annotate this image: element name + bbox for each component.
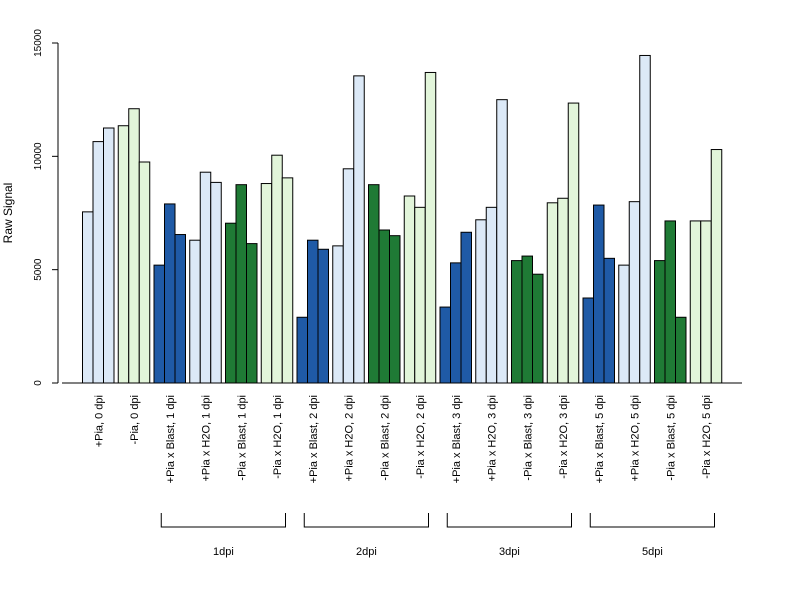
x-tick-label: +Pia x Blast, 3 dpi [451, 395, 463, 483]
bar [199, 171, 212, 384]
bar [117, 125, 130, 384]
bar [700, 220, 712, 384]
x-tick-label: -Pia x Blast, 2 dpi [379, 395, 391, 481]
bar [546, 202, 559, 384]
bar [92, 141, 104, 384]
bar [260, 183, 273, 384]
bar [710, 149, 723, 384]
bar [353, 75, 365, 384]
group-label: 2dpi [356, 546, 377, 558]
bar [675, 316, 687, 384]
group-label: 1dpi [213, 546, 234, 558]
bar [582, 297, 594, 384]
x-tick-label: -Pia x H2O, 3 dpi [558, 395, 570, 479]
bar [378, 229, 390, 384]
x-tick-label: +Pia x H2O, 3 dpi [487, 395, 499, 482]
bar [485, 206, 498, 384]
bar [368, 184, 380, 384]
bar [511, 260, 523, 384]
y-tick-label: 0 [33, 380, 44, 386]
bar [246, 243, 258, 384]
x-tick-label: +Pia x H2O, 5 dpi [630, 395, 642, 482]
bar [460, 231, 472, 384]
x-tick-label: +Pia x H2O, 2 dpi [344, 395, 356, 482]
y-axis-label: Raw Signal [1, 183, 15, 244]
x-tick-label: -Pia x Blast, 5 dpi [665, 395, 677, 481]
bar [567, 102, 580, 384]
bar [689, 220, 702, 384]
bar [389, 235, 401, 384]
bar [271, 154, 283, 384]
x-tick-label: +Pia x H2O, 1 dpi [201, 395, 213, 482]
bar [654, 260, 666, 384]
bar [557, 197, 569, 384]
category-labels: +Pia, 0 dpi -Pia, 0 dpi +Pia x Blast, 1 dp… [93, 395, 713, 483]
x-tick-label: +Pia x Blast, 1 dpi [165, 395, 177, 483]
bars-layer [82, 54, 723, 384]
group-label: 3dpi [499, 546, 520, 558]
bar [403, 195, 416, 384]
bar [618, 264, 630, 384]
y-tick-label: 10000 [33, 142, 44, 170]
x-tick-label: -Pia x H2O, 5 dpi [701, 395, 713, 479]
bar [424, 71, 437, 384]
bar [342, 168, 355, 384]
x-tick-label: -Pia x H2O, 1 dpi [272, 395, 284, 479]
bar [189, 239, 201, 384]
bar [225, 222, 237, 384]
bar [639, 54, 651, 384]
bar [628, 201, 641, 384]
bar [281, 177, 294, 384]
bar [174, 234, 186, 384]
bar [210, 181, 222, 384]
y-tick-label: 15000 [33, 29, 44, 57]
group-brackets: 1dpi 2dpi 3dpi 5dpi [160, 513, 715, 558]
bar [414, 206, 426, 384]
bar [138, 161, 151, 384]
bar [496, 99, 508, 384]
group-bracket [303, 513, 429, 528]
x-tick-label: +Pia, 0 dpi [93, 395, 105, 447]
group-bracket [446, 513, 572, 528]
bar [103, 127, 115, 384]
x-tick-label: +Pia x Blast, 5 dpi [594, 395, 606, 483]
x-tick-label: -Pia, 0 dpi [129, 395, 141, 445]
bar [664, 220, 676, 384]
bar [475, 219, 487, 384]
x-tick-label: -Pia x Blast, 1 dpi [236, 395, 248, 481]
bar [307, 239, 319, 384]
group-bracket [589, 513, 715, 528]
y-tick-label: 5000 [33, 258, 44, 281]
bar [153, 264, 165, 384]
group-bracket [160, 513, 286, 528]
bar [128, 108, 140, 384]
y-axis: 0 5000 10000 15000 [33, 29, 59, 386]
bar [450, 262, 462, 384]
bar [593, 204, 605, 384]
x-tick-label: -Pia x H2O, 2 dpi [415, 395, 427, 479]
x-tick-label: -Pia x Blast, 3 dpi [522, 395, 534, 481]
bar [82, 211, 94, 384]
bar [603, 257, 615, 384]
x-tick-label: +Pia x Blast, 2 dpi [308, 395, 320, 483]
bar [317, 248, 329, 384]
group-label: 5dpi [642, 546, 663, 558]
bar [235, 184, 247, 384]
bar [164, 203, 176, 384]
bar [439, 306, 451, 384]
bar [521, 255, 533, 384]
bar [532, 273, 544, 384]
bar [296, 316, 308, 384]
bar [332, 245, 344, 384]
